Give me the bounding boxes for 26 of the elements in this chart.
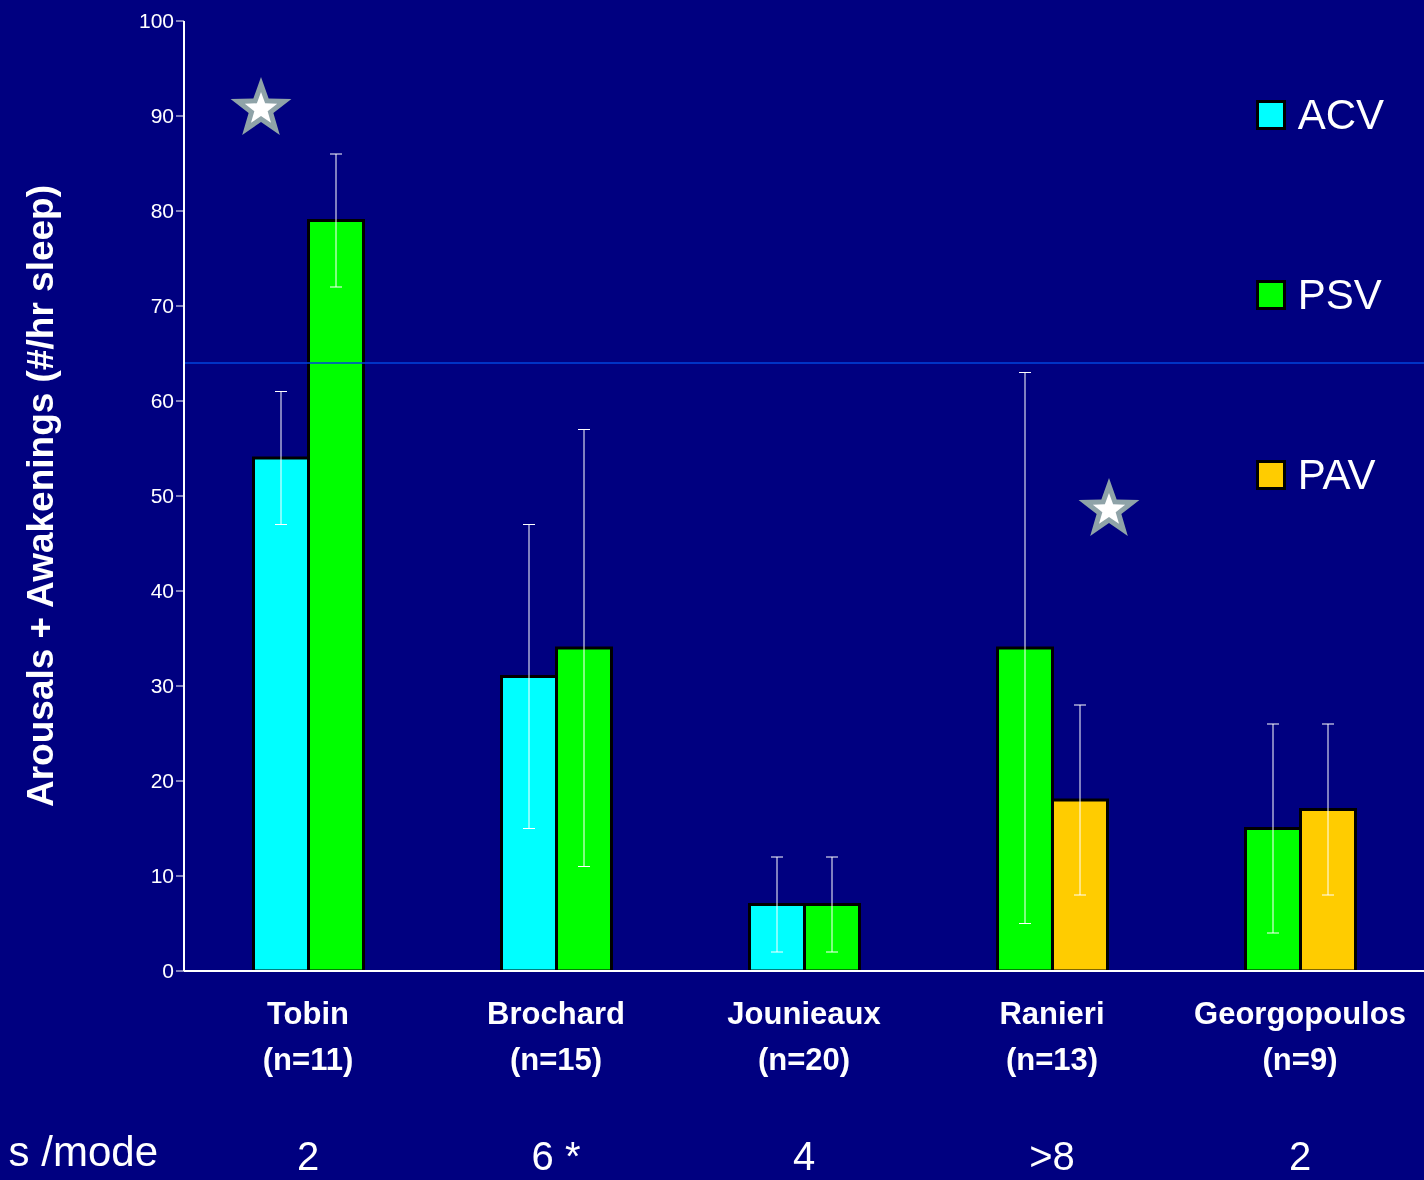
text: 6 * xyxy=(530,1134,582,1179)
y-axis-title: Arousals + Awakenings (#/hr sleep) xyxy=(20,184,62,808)
x-tick-label: Ranieri (n=13) xyxy=(999,996,1105,1077)
text: >8 xyxy=(1028,1134,1076,1179)
legend-label: PAV xyxy=(1297,451,1376,499)
text: s /mode xyxy=(8,1128,158,1176)
text: 2 xyxy=(295,1134,321,1179)
text: 2 xyxy=(1287,1134,1313,1179)
x-tick-label: Jounieaux (n=20) xyxy=(727,996,882,1077)
y-tick-label: 40 xyxy=(150,579,174,603)
x-tick-label: Tobin (n=11) xyxy=(262,996,354,1077)
y-tick-label: 0 xyxy=(162,959,174,983)
y-tick-label: 10 xyxy=(150,864,174,888)
legend-label: PSV xyxy=(1297,271,1382,319)
y-tick-label: 30 xyxy=(150,674,174,698)
y-tick-label: 100 xyxy=(138,9,174,33)
text: 4 xyxy=(791,1134,817,1179)
y-tick-label: 80 xyxy=(150,199,174,223)
x-tick-label: Brochard (n=15) xyxy=(487,996,625,1077)
y-tick-label: 70 xyxy=(150,294,174,318)
legend-label: ACV xyxy=(1297,91,1384,139)
y-tick-label: 50 xyxy=(150,484,174,508)
x-tick-label: Georgopoulos (n=9) xyxy=(1194,996,1406,1077)
y-tick-label: 20 xyxy=(150,769,174,793)
y-tick-label: 90 xyxy=(150,104,174,128)
y-tick-label: 60 xyxy=(150,389,174,413)
